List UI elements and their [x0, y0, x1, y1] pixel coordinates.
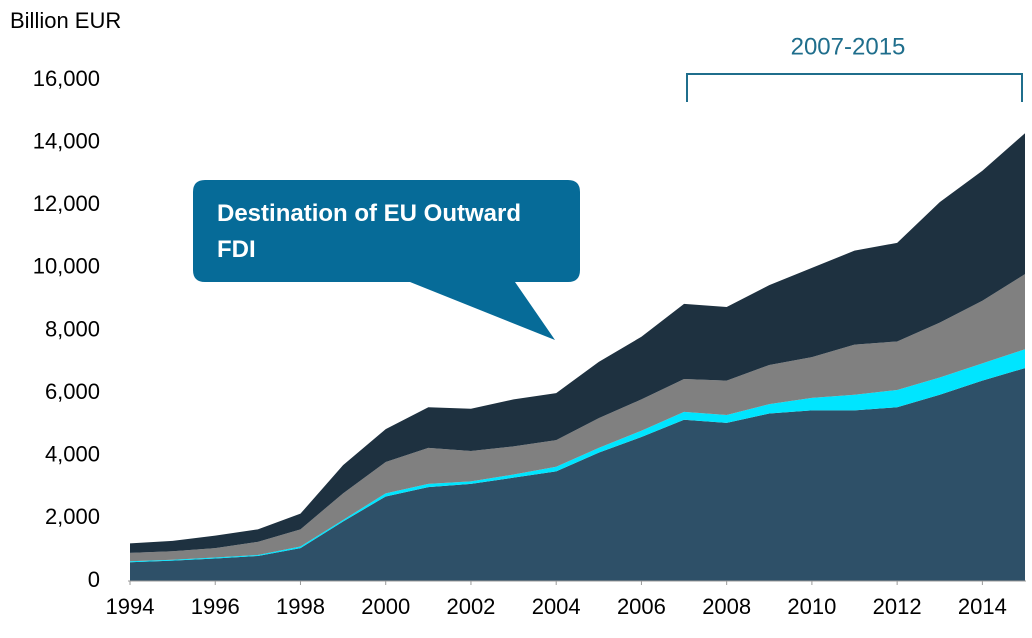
x-tick-label: 2004 [532, 594, 581, 619]
y-tick-label: 0 [88, 567, 100, 592]
y-tick-label: 16,000 [33, 66, 100, 91]
area [130, 133, 1025, 553]
callout-box [193, 180, 580, 340]
x-tick-label: 2002 [446, 594, 495, 619]
y-tick-label: 8,000 [45, 316, 100, 341]
y-tick-label: 2,000 [45, 504, 100, 529]
x-tick-label: 1994 [106, 594, 155, 619]
y-tick-label: 4,000 [45, 442, 100, 467]
areas [130, 133, 1025, 581]
y-axis-label: Billion EUR [10, 8, 121, 33]
area [130, 349, 1025, 563]
callout-text: Destination of EU Outward FDI [217, 200, 522, 263]
y-tick-label: 14,000 [33, 128, 100, 153]
x-tick-label: 1998 [276, 594, 325, 619]
y-tick-label: 10,000 [33, 254, 100, 279]
x-tick-label: 2008 [702, 594, 751, 619]
y-tick-label: 6,000 [45, 379, 100, 404]
x-tick-label: 2014 [958, 594, 1007, 619]
x-tick-label: 2012 [873, 594, 922, 619]
area [130, 368, 1025, 581]
x-tick-label: 2010 [787, 594, 836, 619]
x-tick-label: 1996 [191, 594, 240, 619]
area [130, 274, 1025, 562]
x-tick-label: 2000 [361, 594, 410, 619]
y-tick-label: 12,000 [33, 191, 100, 216]
x-tick-label: 2006 [617, 594, 666, 619]
bracket-label: 2007-2015 [791, 33, 906, 60]
bracket [686, 73, 1023, 102]
